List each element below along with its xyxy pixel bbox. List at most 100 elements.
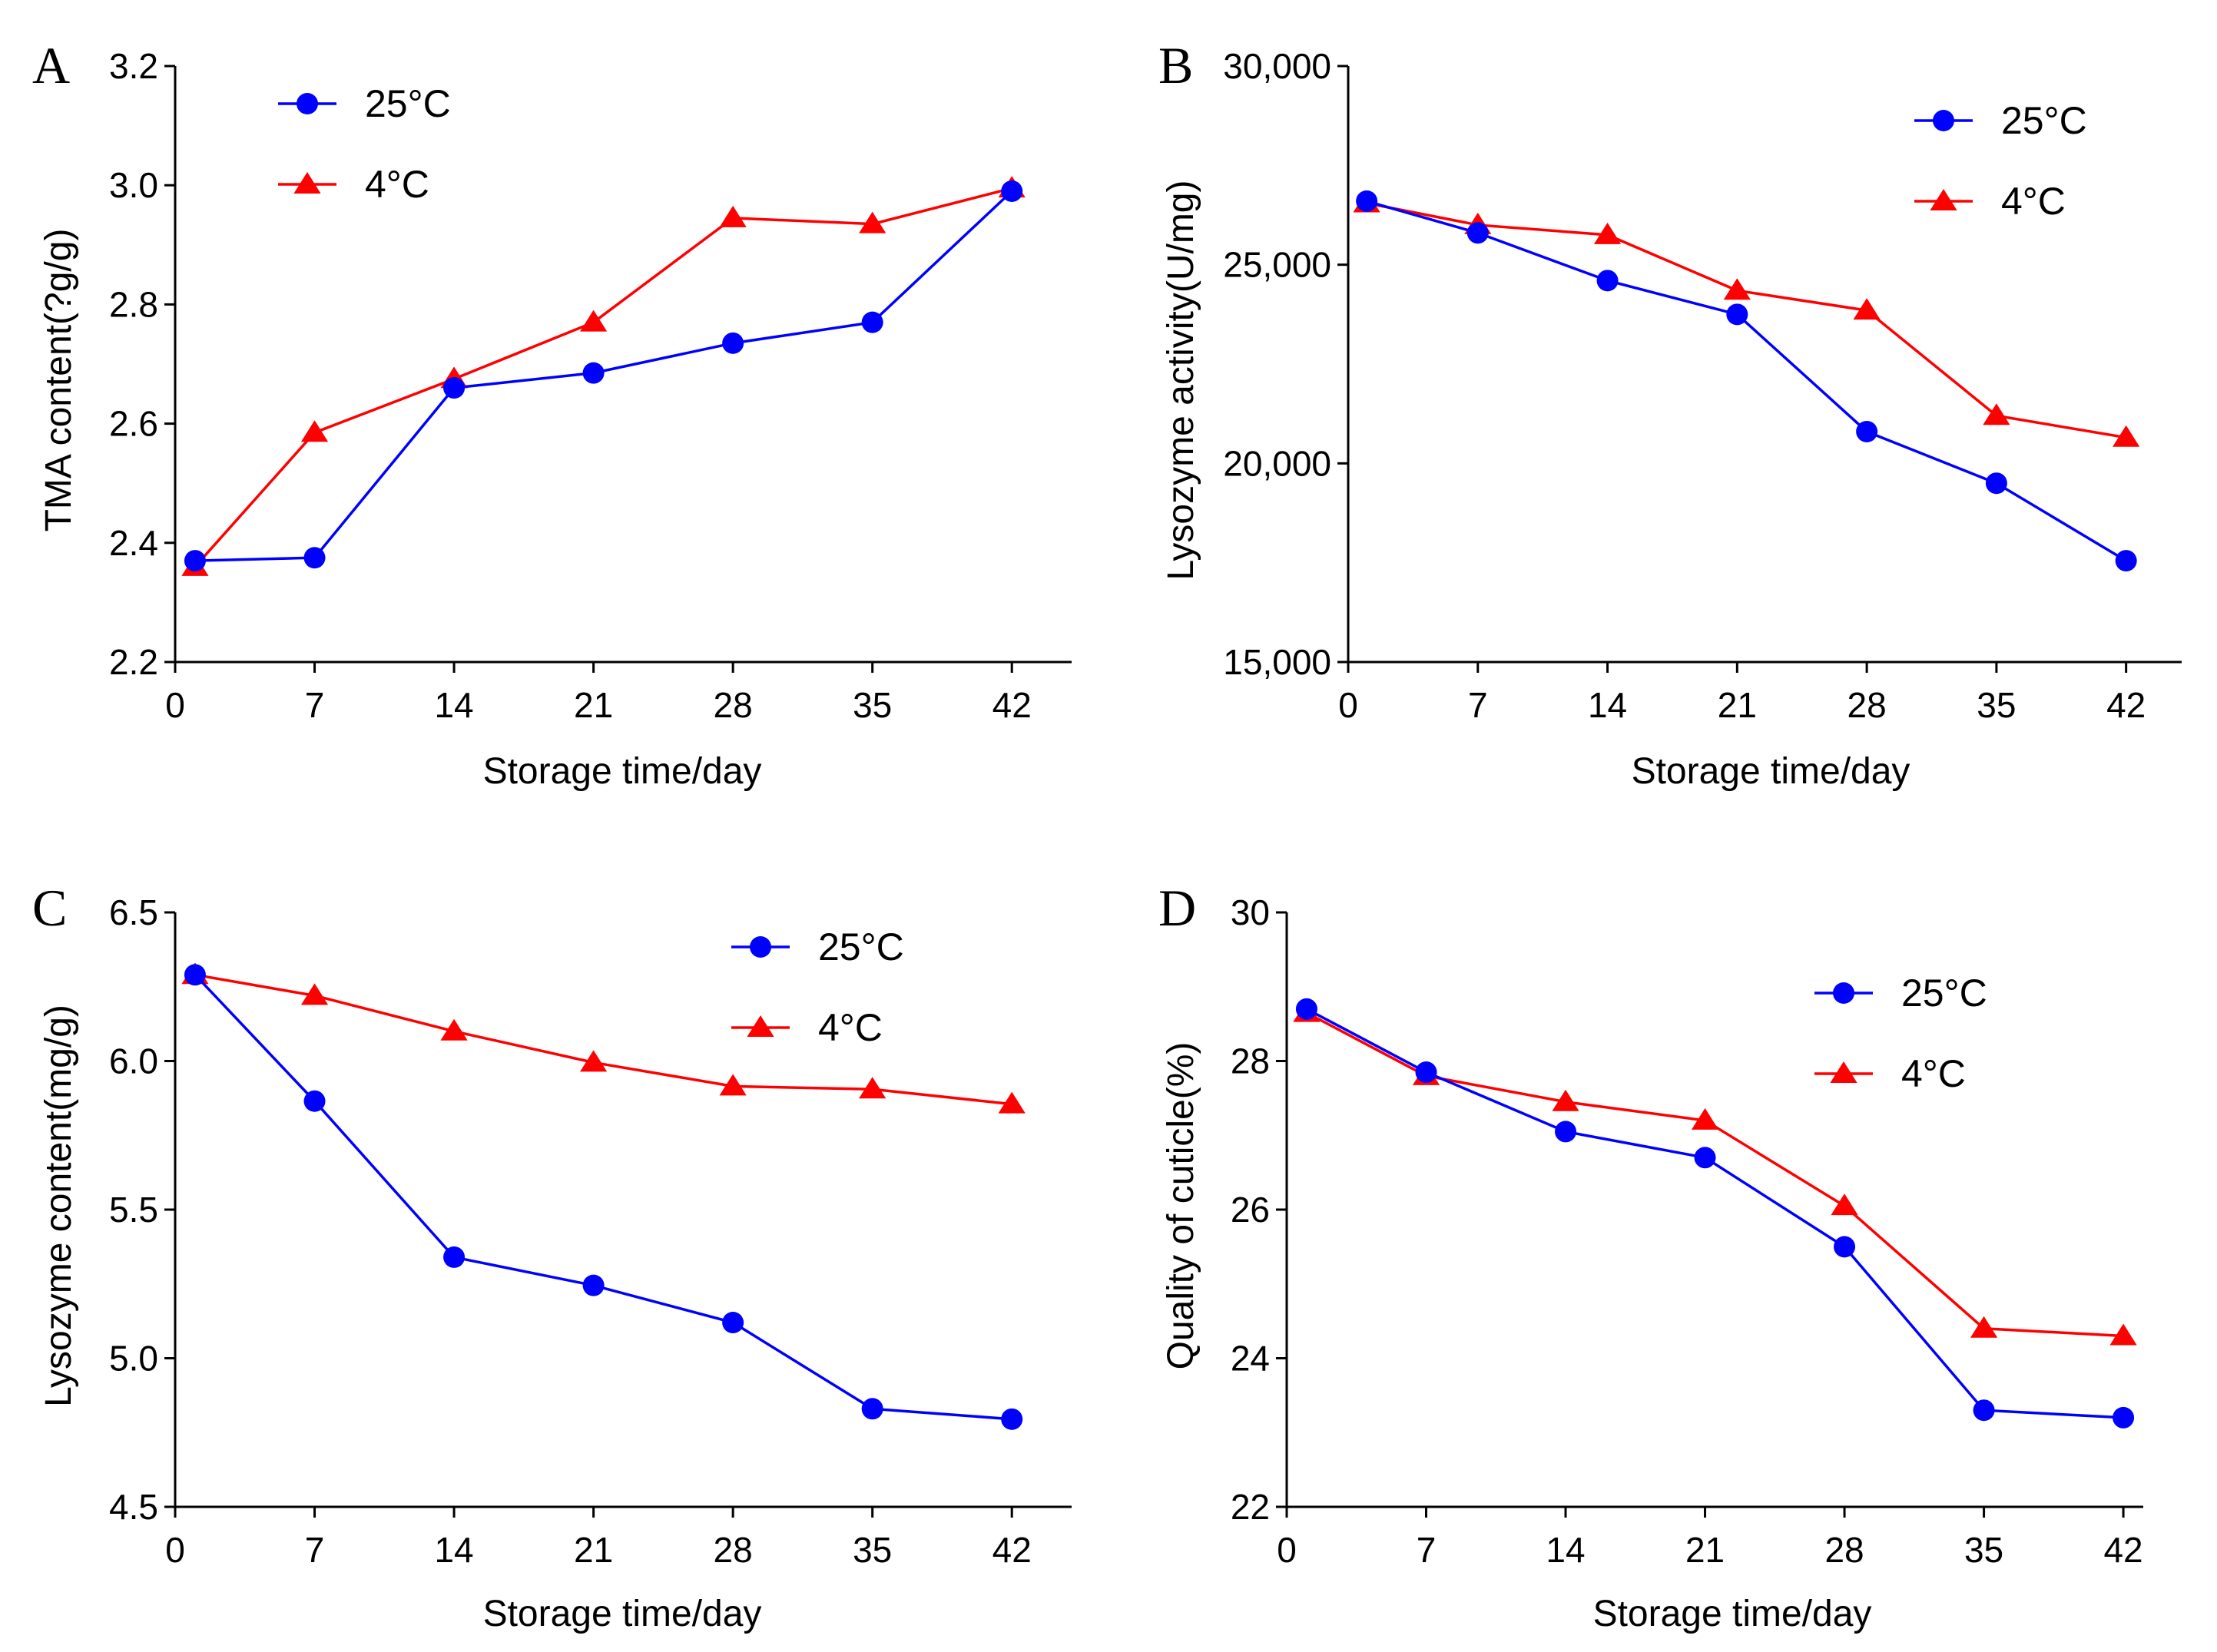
panel-b-x-tick-label: 14: [1588, 685, 1627, 725]
panel-letter-d: D: [1158, 879, 1196, 937]
panel-a-series-25c-point: [1001, 180, 1023, 202]
panel-a-y-axis-label: TMA content(?g/g): [38, 229, 79, 532]
legend-b-4c-marker: [1930, 189, 1957, 210]
panel-c-series-4c-point: [440, 1018, 468, 1041]
panel-c-series-25c-point: [303, 1090, 326, 1112]
panel-c-plot: 4.5 5.0 5.5 6.0 6.5 0 7 14 21 28 35 42 25°C 4°C: [109, 892, 1072, 1570]
panel-b-series-25c-point: [1985, 472, 2007, 495]
panel-c-series-4c-point: [998, 1091, 1026, 1114]
panel-c-series-4c-point: [580, 1050, 608, 1072]
legend-c-25c-marker: [750, 936, 771, 958]
panel-c-x-tick-label: 21: [574, 1530, 613, 1570]
panel-b-x-axis-label: Storage time/day: [1632, 751, 1910, 792]
panel-c-x-tick-label: 42: [993, 1530, 1032, 1570]
panel-b-series-25c-point: [1596, 270, 1619, 292]
panel-a-x-tick-label: 35: [853, 685, 892, 725]
panel-c-series-25c-point: [443, 1246, 466, 1268]
panel-d: D 22 24 26 28 30 0 7 14 21 28 35 42 25°C 4°C Storage …: [1158, 879, 2143, 1634]
panel-a-series-4c-point: [719, 205, 747, 227]
panel-b-y-tick-label: 15,000: [1223, 642, 1331, 682]
panel-d-x-tick-label: 42: [2103, 1530, 2142, 1570]
panel-a-y-tick-label: 3.0: [109, 165, 158, 205]
legend-b-25c-label: 25°C: [2001, 99, 2087, 142]
panel-b-y-tick-label: 25,000: [1223, 245, 1331, 285]
panel-a-x-tick-label: 21: [574, 685, 613, 725]
panel-b-series-25c-line: [1366, 200, 2127, 562]
panel-a-x-tick-label: 28: [714, 685, 753, 725]
panel-c-y-tick-label: 6.0: [109, 1041, 158, 1081]
panel-a-series-4c-point: [300, 420, 329, 442]
panel-d-x-tick-label: 35: [1964, 1530, 2003, 1570]
panel-a-x-axis-label: Storage time/day: [483, 751, 762, 792]
legend-c-4c-label: 4°C: [818, 1006, 883, 1049]
legend-a-25c-label: 25°C: [365, 82, 451, 125]
panel-b-y-axis-label: Lysozyme activity(U/mg): [1161, 180, 1201, 581]
panel-c-x-tick-label: 28: [714, 1530, 753, 1570]
panel-b-series-25c-point: [2115, 550, 2137, 572]
panel-c-x-tick-label: 7: [305, 1530, 325, 1570]
panel-b-series-25c-point: [1726, 303, 1748, 326]
panel-c-y-tick-label: 6.5: [109, 892, 158, 932]
panel-d-series-25c-point: [2113, 1406, 2135, 1429]
panel-b-series-4c-point: [1723, 278, 1751, 300]
panel-b-series-4c-point: [1983, 403, 2010, 425]
panel-c-x-tick-label: 0: [165, 1530, 185, 1570]
panel-b-x-tick-label: 28: [1848, 685, 1887, 725]
panel-b-y-tick-label: 20,000: [1223, 443, 1331, 483]
panel-c-series-4c-point: [859, 1077, 886, 1099]
panel-b-series-25c-point: [1856, 420, 1878, 442]
panel-d-series-25c-point: [1415, 1061, 1437, 1084]
legend-d-25c-label: 25°C: [1901, 972, 1987, 1015]
panel-c-y-tick-label: 5.5: [109, 1190, 158, 1230]
panel-d-x-tick-label: 21: [1685, 1530, 1725, 1570]
panel-b-series-25c-point: [1356, 190, 1378, 212]
panel-d-x-tick-label: 0: [1277, 1530, 1297, 1570]
panel-c-y-axis-label: Lysozyme content(mg/g): [38, 1005, 79, 1407]
panel-letter-b: B: [1158, 36, 1193, 94]
panel-d-x-tick-label: 14: [1546, 1530, 1585, 1570]
panel-a-y-tick-label: 2.4: [109, 523, 158, 563]
panel-letter-a: A: [32, 36, 70, 94]
panel-d-series-4c-point: [1552, 1089, 1579, 1111]
legend-a-4c-marker: [293, 172, 321, 194]
panel-d-series-4c-line: [1306, 1011, 2124, 1338]
legend-b-25c-marker: [1933, 110, 1954, 131]
panel-a-series-4c-line: [194, 187, 1012, 568]
panel-a-series-25c-point: [303, 547, 326, 569]
panel-a-series-4c-point: [859, 211, 886, 233]
panel-c-series-25c-point: [1001, 1408, 1023, 1430]
panel-c-series-25c-point: [582, 1274, 605, 1296]
panel-a-series-25c-point: [582, 362, 605, 384]
panel-d-series-25c-point: [1555, 1121, 1577, 1143]
panel-b-x-tick-label: 21: [1718, 685, 1757, 725]
panel-b-x-tick-label: 35: [1977, 685, 2016, 725]
panel-d-series-4c-point: [1831, 1193, 1858, 1216]
panel-c-series-25c-point: [184, 964, 206, 986]
panel-a-x-tick-label: 7: [305, 685, 325, 725]
panel-b-series-25c-point: [1466, 222, 1489, 244]
panel-d-series-4c-point: [1970, 1316, 1998, 1338]
panel-d-series-4c-point: [2109, 1323, 2137, 1346]
panel-d-series-25c-point: [1295, 998, 1317, 1020]
panel-d-y-tick-label: 26: [1231, 1190, 1270, 1230]
panel-d-y-axis-label: Quality of cuticle(%): [1161, 1042, 1201, 1370]
panel-d-y-tick-label: 30: [1231, 892, 1270, 932]
panel-c-y-tick-label: 4.5: [109, 1487, 158, 1527]
panel-c-x-tick-label: 35: [853, 1530, 892, 1570]
panel-c: C 4.5 5.0 5.5 6.0 6.5 0 7 14 21 28 35 42 25°C 4°C Sto…: [32, 879, 1072, 1634]
panel-d-series-4c-point: [1691, 1107, 1719, 1130]
panel-d-plot: 22 24 26 28 30 0 7 14 21 28 35 42 25°C 4°C: [1231, 892, 2143, 1570]
panel-b-series-4c-point: [2113, 425, 2140, 447]
panel-d-x-tick-label: 7: [1417, 1530, 1437, 1570]
panel-b-plot: 15,000 20,000 25,000 30,000 0 7 14 21 28 35 42 25°C…: [1223, 46, 2182, 725]
panel-d-y-tick-label: 24: [1231, 1339, 1270, 1379]
panel-a-x-tick-label: 14: [434, 685, 473, 725]
panel-c-series-4c-point: [300, 983, 329, 1005]
legend-b-4c-label: 4°C: [2001, 180, 2066, 223]
panel-d-x-tick-label: 28: [1824, 1530, 1864, 1570]
legend-c-4c-marker: [747, 1015, 774, 1037]
panel-a-y-tick-label: 2.8: [109, 284, 158, 324]
panel-d-y-tick-label: 28: [1231, 1041, 1270, 1081]
panel-b-series-4c-point: [1853, 298, 1881, 320]
